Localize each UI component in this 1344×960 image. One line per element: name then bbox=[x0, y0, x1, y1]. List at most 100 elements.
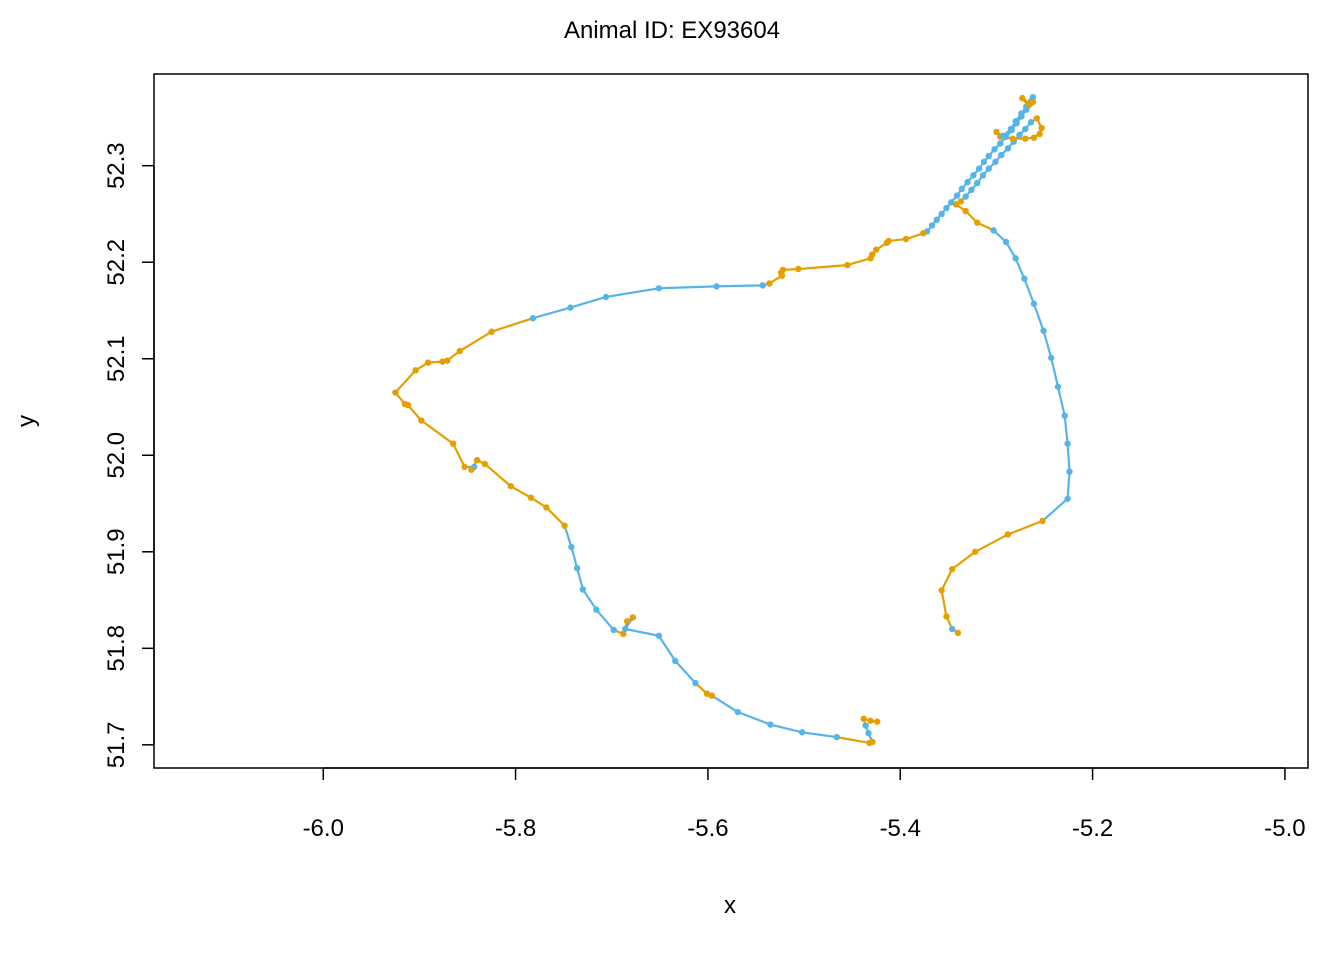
track-point bbox=[568, 543, 575, 551]
track-point bbox=[990, 227, 997, 234]
track-point bbox=[1016, 131, 1023, 139]
track-point bbox=[873, 718, 881, 725]
track-point bbox=[1021, 275, 1028, 282]
track-segment bbox=[1041, 497, 1069, 523]
track-point bbox=[860, 715, 867, 722]
track-point bbox=[1013, 120, 1020, 127]
track-point bbox=[692, 679, 699, 687]
track-point bbox=[953, 192, 961, 199]
track-segment bbox=[951, 550, 977, 571]
track-point bbox=[869, 738, 876, 746]
track-point bbox=[734, 708, 741, 716]
track-point bbox=[1048, 354, 1055, 361]
y-tick-label: 51.7 bbox=[103, 721, 130, 768]
track-point bbox=[1002, 133, 1010, 140]
track-point bbox=[993, 128, 1000, 136]
track-point bbox=[1004, 531, 1012, 538]
track-point bbox=[392, 389, 399, 396]
track-segment bbox=[604, 287, 660, 299]
track-point bbox=[865, 730, 872, 737]
track-point bbox=[766, 280, 773, 287]
track-segment bbox=[1042, 329, 1053, 359]
track-point bbox=[602, 293, 610, 301]
track-point bbox=[833, 733, 840, 741]
track-point bbox=[703, 690, 711, 697]
track-point bbox=[444, 357, 451, 364]
track-point bbox=[902, 235, 910, 243]
track-point bbox=[543, 504, 550, 511]
track-point bbox=[952, 201, 960, 208]
track-point bbox=[798, 729, 806, 736]
track-point bbox=[767, 721, 774, 728]
plot-frame bbox=[153, 73, 1309, 769]
track-point bbox=[481, 460, 489, 468]
track-point bbox=[948, 565, 956, 573]
track-point bbox=[1019, 94, 1026, 102]
track-point bbox=[970, 172, 977, 179]
track-segment bbox=[1006, 519, 1044, 536]
track-segment bbox=[1023, 277, 1036, 305]
track-point bbox=[1012, 255, 1019, 262]
track-point bbox=[958, 185, 965, 193]
track-point bbox=[461, 463, 468, 471]
track-point bbox=[1030, 134, 1038, 141]
track-point bbox=[920, 230, 927, 237]
track-segment bbox=[797, 264, 849, 271]
track-point bbox=[527, 494, 535, 501]
track-point bbox=[1061, 412, 1068, 419]
track-point bbox=[938, 210, 945, 218]
track-point bbox=[655, 285, 663, 292]
track-point bbox=[579, 586, 587, 593]
chart-title: Animal ID: EX93604 bbox=[564, 17, 780, 44]
track-point bbox=[456, 347, 464, 355]
x-tick-label: -5.8 bbox=[495, 815, 536, 842]
track-point bbox=[629, 614, 637, 621]
track-point bbox=[992, 158, 999, 166]
track-point bbox=[979, 172, 987, 179]
y-tick-label: 52.0 bbox=[103, 432, 130, 479]
track-point bbox=[948, 199, 955, 206]
track-point bbox=[943, 613, 950, 620]
track-point bbox=[1004, 145, 1012, 152]
track-segment bbox=[710, 694, 739, 714]
track-lines bbox=[394, 96, 1071, 745]
track-segment bbox=[835, 736, 871, 745]
track-point bbox=[985, 152, 992, 160]
track-segment bbox=[715, 284, 764, 288]
track-point bbox=[973, 179, 981, 187]
track-point bbox=[610, 626, 617, 634]
y-tick-label: 51.9 bbox=[103, 528, 130, 575]
track-point bbox=[795, 265, 802, 273]
track-point bbox=[412, 367, 419, 374]
x-axis: -6.0 -5.8 -5.6 -5.4 -5.2 -5.0 bbox=[303, 767, 1306, 842]
y-tick-label: 52.1 bbox=[103, 335, 130, 382]
track-point bbox=[1038, 124, 1045, 132]
y-axis: 51.7 51.8 51.9 52.0 52.1 52.2 52.3 bbox=[103, 142, 155, 768]
track-segment bbox=[569, 295, 608, 309]
track-segment bbox=[657, 634, 677, 662]
track-point bbox=[708, 692, 715, 699]
track-segment bbox=[451, 442, 466, 468]
track-point bbox=[975, 165, 983, 172]
x-tick-label: -5.6 bbox=[687, 815, 728, 842]
track-point bbox=[778, 272, 786, 279]
track-segment bbox=[420, 419, 455, 445]
track-point bbox=[623, 618, 631, 625]
track-segment bbox=[570, 545, 579, 570]
track-point bbox=[1064, 495, 1071, 502]
track-point bbox=[933, 216, 940, 223]
track-point bbox=[424, 359, 432, 366]
x-axis-label: x bbox=[724, 892, 736, 919]
track-point bbox=[1018, 113, 1025, 120]
track-point bbox=[1054, 383, 1062, 390]
track-point bbox=[928, 222, 936, 229]
track-point bbox=[867, 255, 874, 262]
track-point bbox=[1030, 300, 1038, 307]
track-segment bbox=[531, 306, 572, 320]
y-tick-label: 52.3 bbox=[103, 142, 130, 189]
track-point bbox=[1022, 125, 1029, 133]
track-segment bbox=[801, 731, 838, 739]
x-tick-label: -5.2 bbox=[1072, 815, 1113, 842]
track-point bbox=[418, 417, 425, 424]
